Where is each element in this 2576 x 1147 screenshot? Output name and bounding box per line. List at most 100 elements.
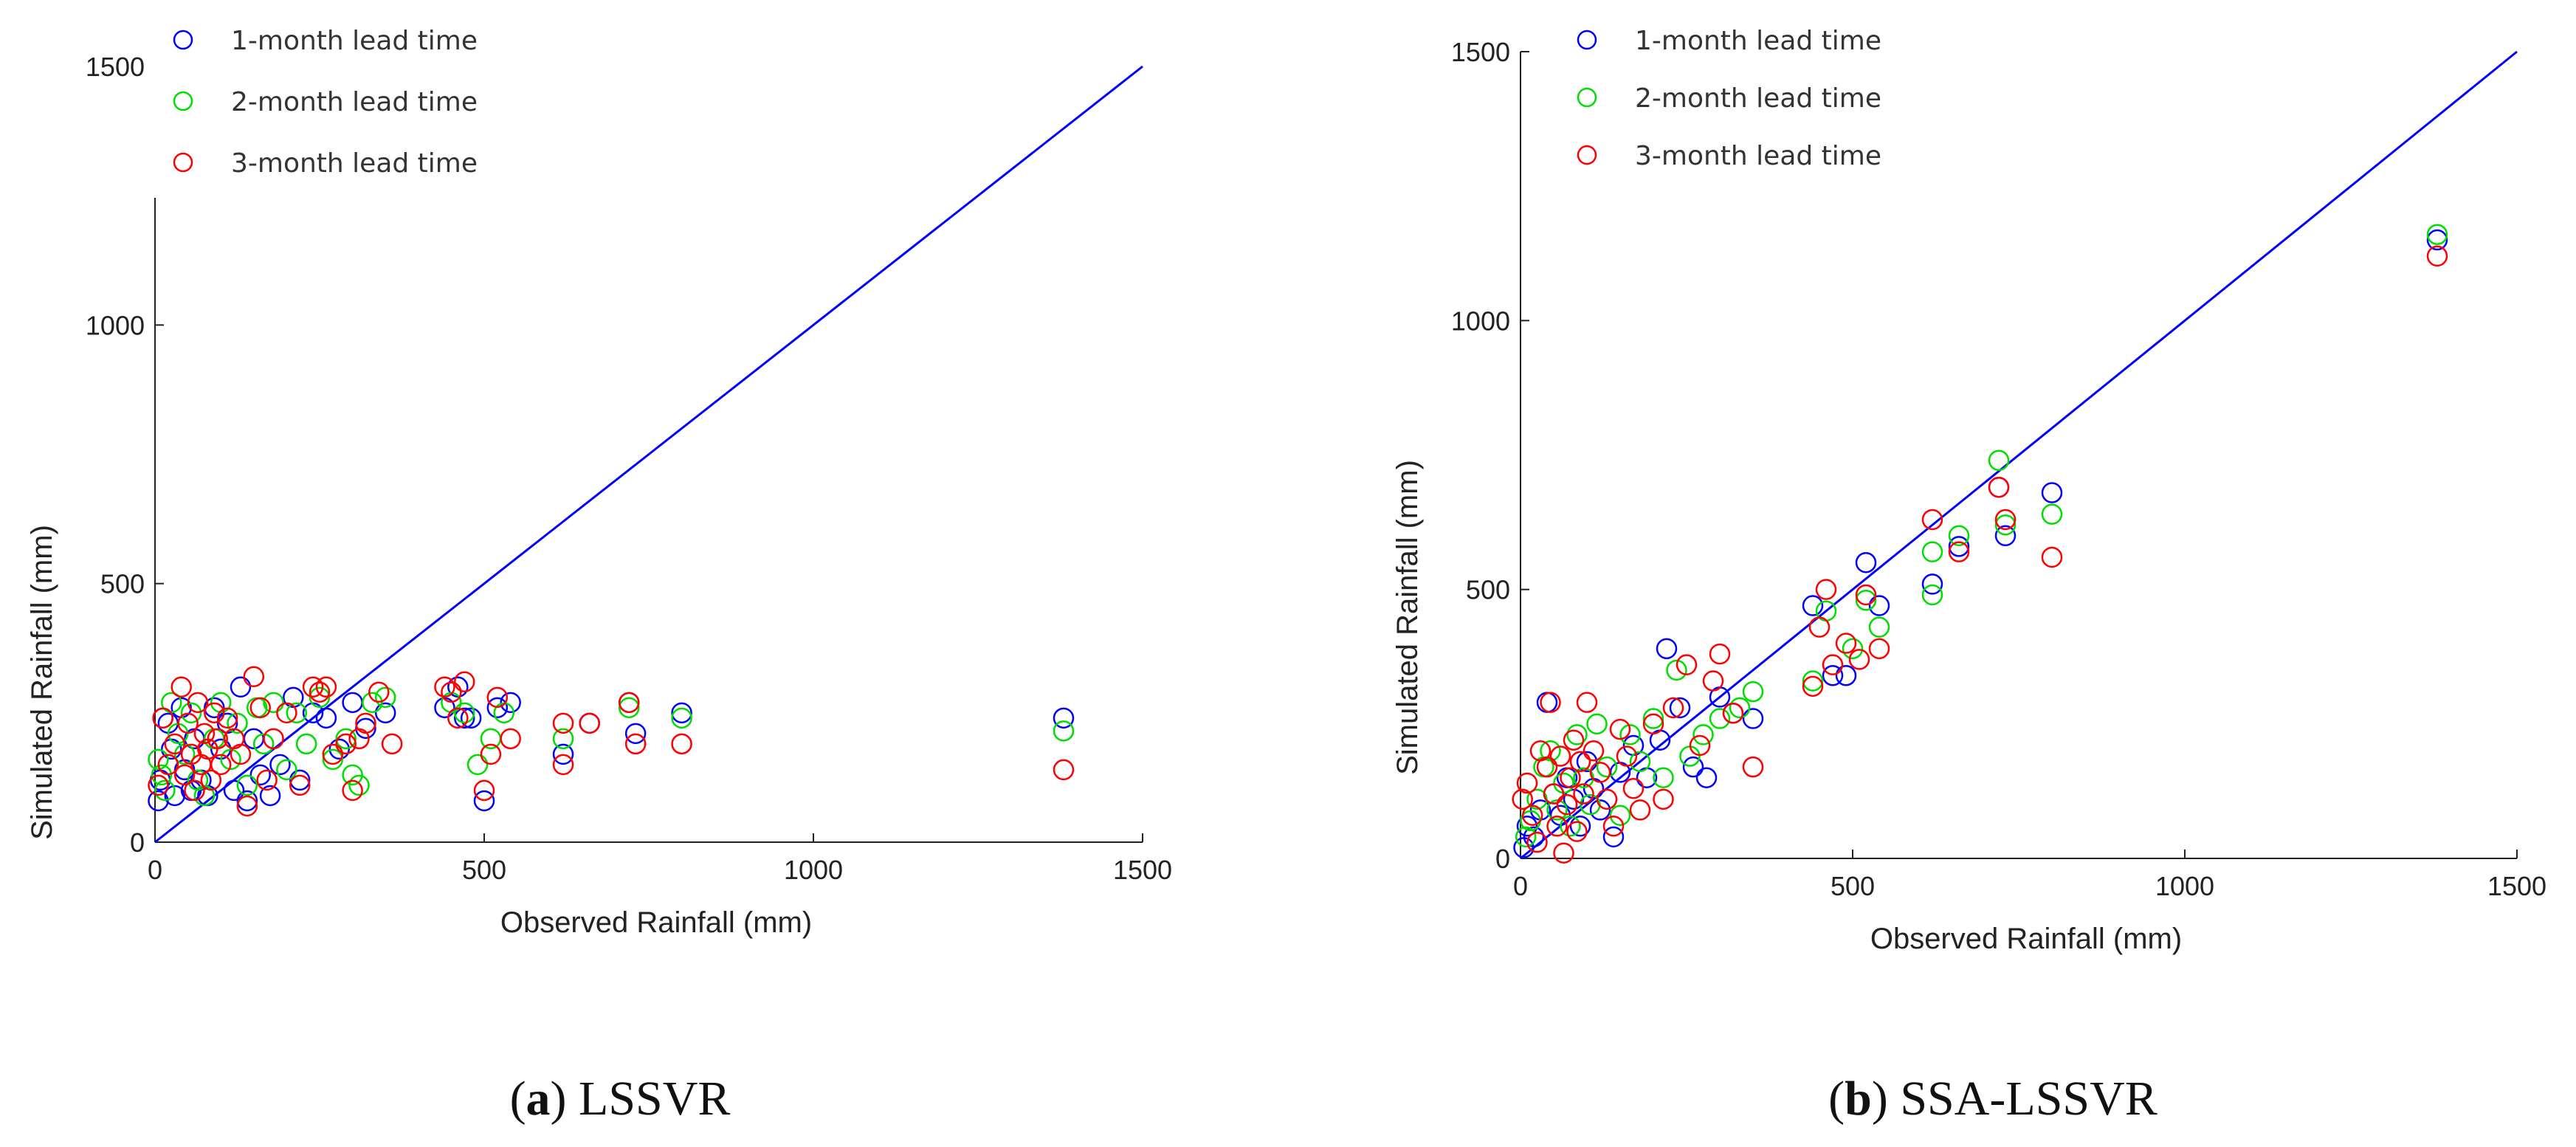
data-point <box>368 681 390 703</box>
data-point <box>1702 670 1724 692</box>
data-point <box>618 697 640 719</box>
data-point <box>1822 665 1844 686</box>
data-point <box>1653 767 1674 788</box>
y-axis-label: Simulated Rainfall (mm) <box>26 525 58 840</box>
chart-panel-a: 0 500 1000 1500 0 500 1000 1500 Observed Rainfal… <box>26 26 1172 1126</box>
data-point <box>486 697 509 719</box>
series-1 <box>148 676 1075 812</box>
data-point <box>1569 816 1591 837</box>
data-point <box>243 666 265 688</box>
data-point <box>1589 799 1611 821</box>
data-point <box>236 790 258 812</box>
data-point <box>2041 482 2063 503</box>
data-point <box>486 686 509 709</box>
y-tick-label: 0 <box>130 827 145 858</box>
data-point <box>309 686 331 709</box>
y-tick-label: 1500 <box>1451 37 1510 67</box>
data-point <box>1842 638 1864 660</box>
data-point <box>173 764 196 786</box>
data-point <box>1815 579 1837 600</box>
series-2 <box>1515 224 2448 848</box>
data-point <box>1576 751 1598 773</box>
data-point <box>624 723 647 745</box>
reference-line <box>154 65 1143 844</box>
data-point <box>227 712 248 734</box>
data-point <box>500 692 521 714</box>
data-point <box>1596 756 1618 778</box>
data-point <box>1642 713 1664 735</box>
legend-marker <box>1577 87 1597 108</box>
data-point <box>453 671 475 693</box>
data-point <box>1709 643 1731 665</box>
data-point <box>342 692 363 714</box>
data-point <box>315 707 337 729</box>
data-point <box>230 676 252 698</box>
y-tick-label: 500 <box>1466 575 1510 605</box>
data-point <box>216 707 238 729</box>
data-point <box>252 733 275 755</box>
chart-panel-b: 0 500 1000 1500 0 500 1000 1500 Observed Rainfal… <box>1391 26 2546 1126</box>
data-point <box>1521 805 1543 826</box>
data-point <box>1540 692 1561 713</box>
data-point <box>579 712 600 734</box>
data-point <box>249 764 271 786</box>
series-3 <box>1512 245 2448 864</box>
data-point <box>342 764 363 786</box>
data-point <box>1835 633 1857 654</box>
data-point <box>328 738 351 760</box>
data-point <box>1948 536 1970 557</box>
data-point <box>180 702 202 724</box>
data-point <box>1868 638 1890 660</box>
data-point <box>276 759 297 781</box>
data-point <box>289 769 311 791</box>
y-tick-label: 1000 <box>1451 306 1510 336</box>
data-point <box>1709 708 1731 729</box>
legend-marker <box>173 91 193 111</box>
data-point <box>204 697 225 719</box>
data-point <box>500 728 521 750</box>
x-tick-label: 0 <box>1513 871 1528 901</box>
data-point <box>1629 799 1651 821</box>
legend: 1-month lead time 2-month lead time 3-mont… <box>173 26 478 179</box>
data-point <box>1868 595 1890 616</box>
data-point <box>1855 584 1877 606</box>
data-point <box>374 686 396 709</box>
legend-marker <box>1577 30 1597 50</box>
panel-caption: (a) LSSVR <box>510 1072 731 1126</box>
data-point <box>1642 708 1664 729</box>
data-point <box>200 769 222 791</box>
data-point <box>1622 778 1645 799</box>
data-point <box>157 754 179 776</box>
data-point <box>552 743 574 765</box>
data-point <box>1666 659 1687 681</box>
legend-label: 3-month lead time <box>231 148 478 179</box>
data-point <box>193 723 216 745</box>
data-point <box>167 723 189 745</box>
legend: 1-month lead time 2-month lead time 3-mont… <box>1577 26 1881 171</box>
data-point <box>618 692 640 714</box>
data-point <box>1855 551 1877 574</box>
data-point <box>2426 245 2448 267</box>
data-point <box>148 790 169 812</box>
data-point <box>1512 788 1533 810</box>
data-point <box>151 764 173 786</box>
data-point <box>1540 740 1561 762</box>
x-tick-label: 1500 <box>2487 871 2546 901</box>
data-point <box>164 733 186 755</box>
data-point <box>1921 584 1943 606</box>
data-point <box>1802 595 1824 616</box>
x-axis-label: Observed Rainfall (mm) <box>500 906 812 939</box>
x-tick-label: 500 <box>462 855 506 885</box>
data-point <box>1676 654 1698 675</box>
data-point <box>1822 654 1844 675</box>
series-1 <box>1513 229 2448 858</box>
data-point <box>466 754 489 776</box>
data-point <box>1546 816 1568 837</box>
data-point <box>223 779 245 802</box>
data-point <box>1994 525 2017 547</box>
data-point <box>2041 546 2063 568</box>
data-point <box>1802 675 1824 698</box>
legend-marker <box>1577 145 1597 165</box>
data-point <box>1629 751 1651 773</box>
